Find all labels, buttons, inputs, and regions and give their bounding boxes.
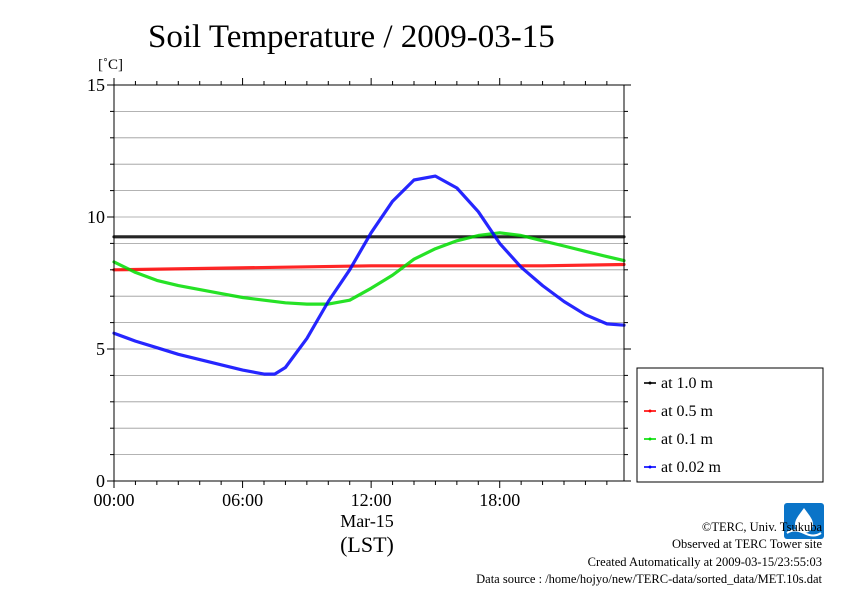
legend-box	[636, 367, 824, 483]
x-tick-label: 12:00	[351, 490, 392, 510]
site-text: Observed at TERC Tower site	[671, 537, 822, 551]
legend-label: at 1.0 m	[661, 375, 714, 392]
created-text: Created Automatically at 2009-03-15/23:5…	[587, 555, 822, 569]
legend: at 1.0 m at 0.5 m at 0.1 m at 0.02 m	[636, 367, 824, 483]
x-tick-label: 00:00	[93, 490, 134, 510]
terc-logo	[784, 503, 824, 539]
tick-labels: 0 5 10 15 00:00 06:00 12:00 18:00	[87, 75, 520, 510]
copyright-text: ©TERC, Univ. Tsukuba	[701, 520, 822, 534]
axis-ticks	[107, 78, 631, 488]
series-line-1	[112, 262, 626, 272]
legend-label: at 0.5 m	[661, 403, 714, 420]
series-line-2	[112, 231, 626, 306]
grid-lines	[114, 111, 624, 456]
legend-marker	[648, 437, 652, 441]
plot-area	[114, 85, 624, 481]
legend-marker	[648, 381, 652, 385]
x-tick-label: 18:00	[479, 490, 520, 510]
y-tick-label: 0	[96, 471, 105, 491]
plot-frame	[113, 84, 625, 482]
source-text: Data source : /home/hojyo/new/TERC-data/…	[476, 572, 822, 586]
x-tick-label: 06:00	[222, 490, 263, 510]
legend-label: at 0.1 m	[661, 431, 714, 448]
series-line-3	[112, 174, 626, 376]
legend-marker	[648, 409, 652, 413]
chart-title: Soil Temperature / 2009-03-15	[148, 19, 555, 55]
y-tick-label: 10	[87, 207, 105, 227]
x-axis-label: (LST)	[340, 532, 394, 557]
wave-icon	[786, 529, 822, 537]
legend-marker	[648, 465, 652, 469]
y-tick-label: 15	[87, 75, 105, 95]
legend-label: at 0.02 m	[661, 459, 722, 476]
series-lines	[112, 174, 626, 376]
y-tick-label: 5	[96, 339, 105, 359]
date-label: Mar-15	[340, 511, 394, 531]
y-axis-unit: [˚C]	[98, 57, 123, 73]
water-drop-icon	[795, 508, 813, 533]
